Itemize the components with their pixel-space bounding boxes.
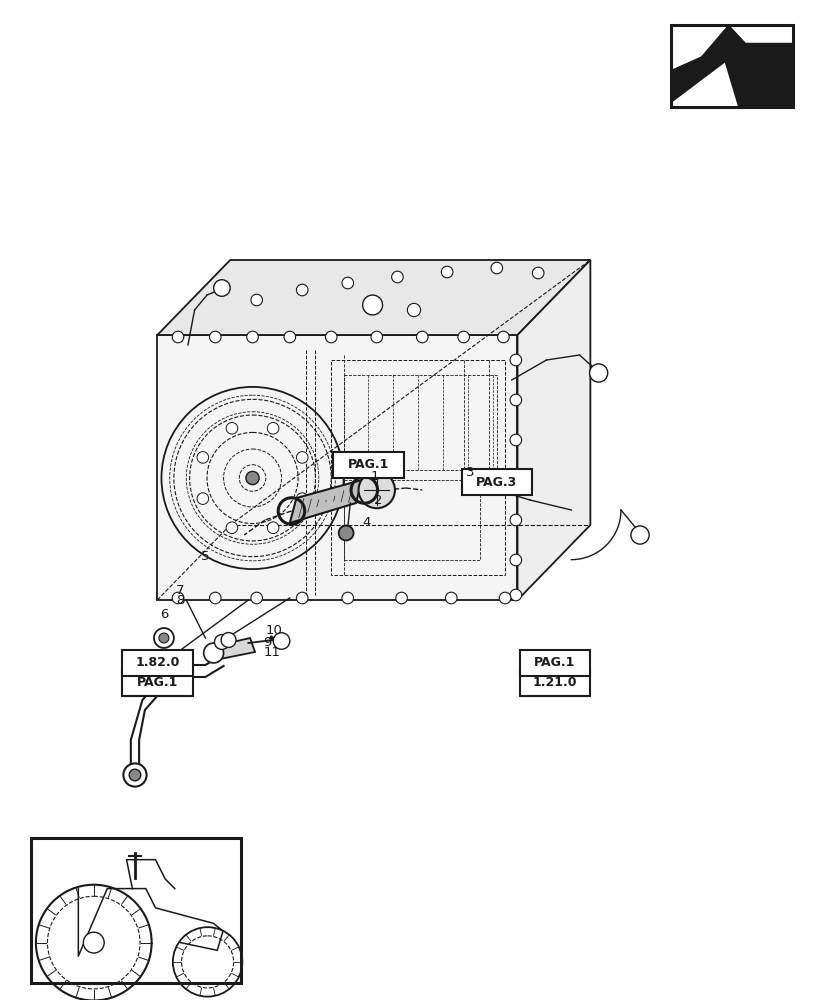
Circle shape (213, 280, 230, 296)
Circle shape (509, 589, 521, 601)
Circle shape (358, 472, 394, 508)
Circle shape (84, 932, 104, 953)
Text: 11: 11 (263, 647, 280, 660)
Polygon shape (517, 260, 590, 600)
Circle shape (342, 592, 353, 604)
Circle shape (296, 592, 308, 604)
Circle shape (154, 628, 174, 648)
Circle shape (497, 331, 509, 343)
Circle shape (226, 522, 237, 534)
Text: PAG.1: PAG.1 (136, 676, 178, 690)
Circle shape (251, 592, 262, 604)
Circle shape (172, 331, 184, 343)
FancyBboxPatch shape (461, 469, 532, 495)
Circle shape (589, 364, 607, 382)
Circle shape (395, 592, 407, 604)
Circle shape (221, 633, 236, 647)
Circle shape (486, 481, 500, 495)
Circle shape (172, 592, 184, 604)
Text: PAG.1: PAG.1 (347, 458, 389, 472)
Circle shape (457, 331, 469, 343)
Text: 2: 2 (374, 493, 382, 506)
Circle shape (509, 554, 521, 566)
Polygon shape (211, 638, 255, 660)
Circle shape (267, 522, 279, 534)
Circle shape (203, 643, 223, 663)
Circle shape (197, 493, 208, 504)
Circle shape (509, 354, 521, 366)
Circle shape (490, 262, 502, 274)
Text: 1.21.0: 1.21.0 (532, 676, 576, 690)
Circle shape (499, 592, 510, 604)
Polygon shape (289, 480, 361, 523)
Circle shape (246, 331, 258, 343)
Circle shape (296, 493, 308, 504)
Circle shape (296, 284, 308, 296)
Text: 9: 9 (263, 637, 271, 650)
Circle shape (209, 331, 221, 343)
FancyBboxPatch shape (122, 650, 193, 676)
FancyBboxPatch shape (670, 25, 792, 107)
Circle shape (129, 769, 141, 781)
Circle shape (251, 294, 262, 306)
Text: PAG.3: PAG.3 (476, 476, 517, 488)
Text: 8: 8 (176, 594, 184, 607)
Text: 3: 3 (466, 466, 474, 480)
Text: 1: 1 (370, 471, 379, 484)
Circle shape (445, 592, 457, 604)
Circle shape (509, 474, 521, 486)
FancyBboxPatch shape (122, 670, 193, 696)
Circle shape (532, 267, 543, 279)
Circle shape (273, 633, 289, 649)
Circle shape (370, 331, 382, 343)
Circle shape (509, 434, 521, 446)
Circle shape (209, 592, 221, 604)
Polygon shape (157, 260, 590, 335)
FancyBboxPatch shape (519, 650, 590, 676)
Circle shape (630, 526, 648, 544)
Circle shape (159, 633, 169, 643)
Text: 1.82.0: 1.82.0 (135, 656, 179, 670)
Circle shape (416, 331, 428, 343)
Text: PAG.1: PAG.1 (533, 656, 575, 670)
Circle shape (214, 635, 229, 649)
Circle shape (407, 303, 420, 317)
Circle shape (441, 266, 452, 278)
Text: 7: 7 (176, 584, 184, 597)
Circle shape (296, 452, 308, 463)
Text: 4: 4 (362, 516, 370, 528)
Circle shape (197, 452, 208, 463)
Circle shape (391, 271, 403, 283)
Text: 6: 6 (160, 607, 168, 620)
Polygon shape (671, 25, 791, 107)
Circle shape (342, 277, 353, 289)
Circle shape (509, 394, 521, 406)
Circle shape (284, 331, 295, 343)
Circle shape (226, 422, 237, 434)
Circle shape (338, 526, 353, 540)
FancyBboxPatch shape (332, 452, 404, 478)
Circle shape (362, 295, 382, 315)
FancyBboxPatch shape (31, 838, 241, 983)
Circle shape (246, 471, 259, 485)
Text: 10: 10 (265, 624, 282, 638)
Circle shape (123, 763, 146, 787)
Text: 5: 5 (201, 550, 209, 562)
Circle shape (267, 422, 279, 434)
FancyBboxPatch shape (519, 670, 590, 696)
Circle shape (509, 514, 521, 526)
Polygon shape (157, 335, 517, 600)
Circle shape (325, 331, 337, 343)
